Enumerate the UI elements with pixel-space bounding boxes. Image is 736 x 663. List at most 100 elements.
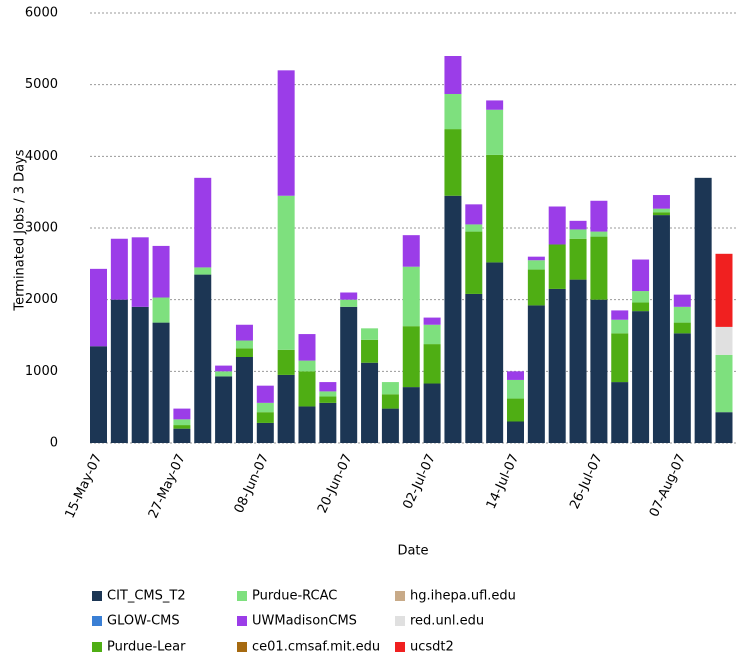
bar-segment — [590, 231, 608, 237]
bar-segment — [611, 319, 629, 334]
bar-segment — [173, 425, 191, 429]
legend-label: Purdue-Lear — [107, 640, 186, 655]
bar-segment — [319, 382, 337, 392]
bar-segment — [465, 231, 483, 294]
bar-segment — [423, 317, 441, 325]
bar-segment — [652, 195, 670, 209]
bar-segment — [590, 299, 608, 443]
bar-segment — [486, 154, 504, 263]
bar-segment — [110, 238, 128, 300]
bar-segment — [444, 56, 462, 94]
y-tick-label: 5000 — [25, 77, 58, 92]
bar-segment — [507, 398, 524, 422]
bar-segment — [652, 208, 670, 213]
bar-segment — [402, 326, 420, 388]
bar-segment — [402, 387, 420, 443]
bar-segment — [673, 322, 691, 334]
bar-segment — [381, 394, 399, 409]
legend-label: hg.ihepa.ufl.edu — [410, 589, 516, 604]
bar-segment — [486, 109, 504, 155]
bar-segment — [235, 348, 253, 357]
x-tick-label: 20-Jun-07 — [315, 452, 355, 516]
bar-segment — [465, 293, 483, 443]
bar-segment — [235, 340, 253, 349]
bar-segment — [632, 291, 650, 303]
bar-segment — [548, 244, 566, 289]
bar-segment — [548, 288, 566, 443]
bar-segment — [527, 305, 545, 443]
bar-segment — [298, 371, 316, 407]
bar-segment — [235, 324, 253, 341]
legend-label: ce01.cmsaf.mit.edu — [252, 640, 380, 655]
legend-swatch — [237, 591, 247, 601]
bar-segment — [381, 408, 399, 443]
bar-segment — [444, 93, 462, 130]
bar-segment — [402, 266, 420, 327]
y-tick-label: 2000 — [25, 292, 58, 307]
legend-swatch — [92, 616, 102, 626]
x-tick-label: 27-May-07 — [146, 452, 189, 521]
y-tick-label: 4000 — [25, 149, 58, 164]
bar-segment — [486, 262, 504, 443]
bar-segment — [569, 279, 587, 443]
bar-segment — [652, 215, 670, 443]
bar-segment — [152, 245, 170, 298]
x-tick-label: 26-Jul-07 — [567, 452, 605, 512]
bar-segment — [444, 195, 462, 443]
bar-segment — [673, 333, 691, 443]
bar-segment — [507, 371, 524, 380]
bar-segment — [527, 269, 545, 306]
bar-segment — [298, 406, 316, 443]
bar-segment — [486, 100, 504, 110]
bar-segment — [569, 220, 587, 230]
bar-segment — [340, 306, 358, 443]
legend-swatch — [395, 642, 405, 652]
legend-swatch — [92, 591, 102, 601]
bar-segment — [361, 339, 379, 363]
legend-label: GLOW-CMS — [107, 614, 180, 629]
y-tick-label: 0 — [50, 436, 58, 451]
bar-segment — [173, 428, 191, 443]
bar-segment — [319, 402, 337, 443]
x-tick-label: 07-Aug-07 — [647, 452, 689, 520]
y-axis-label: Terminated Jobs / 3 Days — [13, 149, 28, 311]
bar-segment — [611, 310, 629, 320]
legend-swatch — [395, 591, 405, 601]
bar-segment — [423, 383, 441, 443]
bar-segment — [194, 274, 212, 443]
bar-segment — [611, 382, 629, 443]
bar-segment — [194, 267, 212, 275]
legend-label: red.unl.edu — [410, 614, 484, 629]
bar-segment — [673, 294, 691, 307]
bar-segment — [256, 402, 274, 413]
legend-swatch — [237, 616, 247, 626]
bar-segment — [590, 236, 608, 300]
bar-segment — [632, 311, 650, 443]
bar-segment — [298, 334, 316, 361]
bar-segment — [277, 70, 295, 196]
y-tick-label: 3000 — [25, 221, 58, 236]
bar-segment — [152, 322, 170, 443]
bar-segment — [90, 268, 107, 347]
bar-segment — [173, 408, 191, 420]
bar-segment — [361, 328, 379, 340]
bar-segment — [319, 391, 337, 397]
legend-label: Purdue-RCAC — [252, 589, 337, 604]
bar-segment — [548, 206, 566, 245]
bar-segment — [256, 422, 274, 443]
bar-segment — [194, 177, 212, 268]
bar-segment — [235, 357, 253, 443]
bar-segment — [277, 195, 295, 350]
x-tick-label: 14-Jul-07 — [484, 452, 522, 512]
bar-segment — [465, 224, 483, 232]
bar-segment — [444, 129, 462, 196]
bar-segment — [256, 412, 274, 423]
bar-segment — [215, 376, 233, 443]
bar-segment — [110, 299, 128, 443]
bar-segment — [381, 382, 399, 395]
x-tick-label: 15-May-07 — [62, 452, 105, 521]
bar-segment — [173, 419, 191, 426]
bar-segment — [465, 204, 483, 225]
bar-segment — [319, 396, 337, 403]
